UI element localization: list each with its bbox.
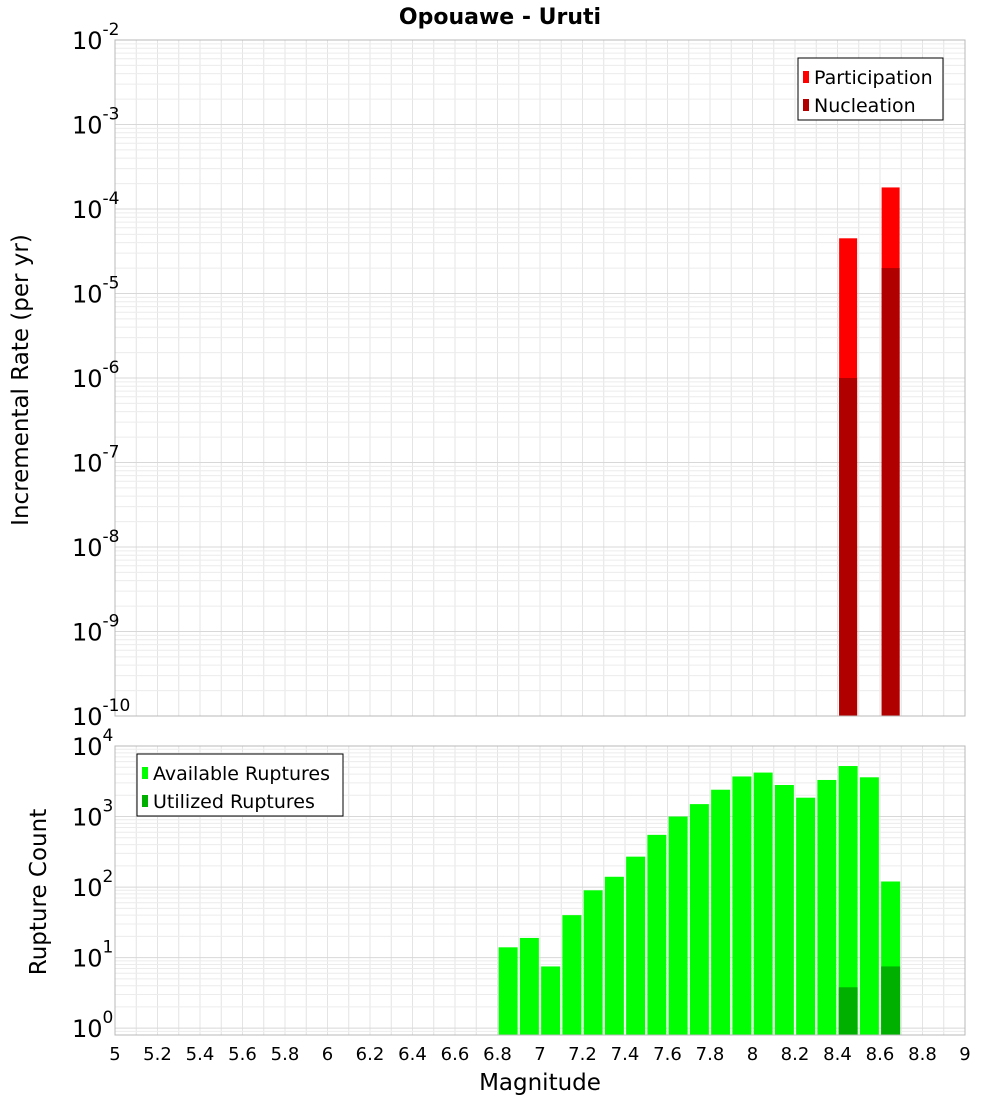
bar-nucleation [839,378,858,716]
y-tick-exponent: -8 [103,527,120,547]
y-tick-exponent: -9 [103,612,120,632]
bar-available-ruptures [626,856,646,1035]
legend-swatch [803,71,809,83]
y-tick-exponent: -5 [103,274,120,294]
plot-frame [114,39,966,717]
bar-available-ruptures [838,766,858,1035]
bar-available-ruptures [583,890,603,1035]
y-tick-exponent: -2 [103,20,120,40]
x-tick-label: 6.4 [398,1044,427,1065]
y-tick-label: 10-8 [72,527,120,562]
x-tick-label: 7.8 [696,1044,725,1065]
x-tick-label: 7.6 [653,1044,682,1065]
x-tick-label: 7 [534,1044,545,1065]
y-tick-label: 103 [72,797,113,832]
y-tick-label: 101 [72,938,113,973]
legend-label: Available Ruptures [153,763,330,785]
y-tick-label: 104 [72,726,113,761]
bar-available-ruptures [732,776,752,1035]
x-tick-label: 8.4 [823,1044,852,1065]
plot-frame [114,745,966,1036]
x-tick-labels: 5 5.2 5.4 5.6 5.8 6 6.2 6.4 6.6 6.8 7 7.2 7.4 7.6 7.8 8… [109,1044,970,1065]
y-tick-exponent: 3 [103,797,114,817]
x-tick-label: 6 [322,1044,333,1065]
bar-available-ruptures [668,816,688,1035]
y-tick-label: 10-4 [72,189,120,224]
x-tick-label: 5.6 [228,1044,257,1065]
legend-box [136,753,344,817]
bar-available-ruptures [498,947,518,1035]
y-tick-exponent: 2 [103,867,114,887]
y-tick-exponent: -3 [103,105,120,125]
x-tick-label: 5.2 [143,1044,172,1065]
y-tick-label: 10-10 [72,696,130,731]
y-tick-exponent: -6 [103,358,120,378]
bar-available-ruptures [562,915,582,1035]
y-tick-exponent: -10 [103,696,131,716]
chart-title: Opouawe - Uruti [399,5,601,30]
bar-utilized-ruptures [838,987,858,1035]
x-axis-label: Magnitude [479,1070,601,1096]
x-tick-label: 8.2 [781,1044,810,1065]
bar-utilized-ruptures [881,966,901,1035]
bar-available-ruptures [711,789,731,1035]
x-tick-label: 6.2 [356,1044,385,1065]
grid-top [114,39,966,717]
bars-group-1 [498,766,901,1035]
y-tick-label: 102 [72,867,113,902]
y-tick-label: 10-6 [72,358,120,393]
bar-available-ruptures [817,779,837,1035]
y-tick-label: 10-3 [72,105,120,140]
y-tick-exponent: -7 [103,443,120,463]
x-tick-label: 5.8 [271,1044,300,1065]
legend-label: Participation [814,67,933,89]
bar-available-ruptures [519,937,539,1035]
bar-nucleation [881,268,900,716]
y-tick-exponent: 1 [103,938,114,958]
x-tick-label: 6.6 [441,1044,470,1065]
y-tick-label: 10-9 [72,612,120,647]
legend-0: Participation Nucleation [797,57,944,121]
bar-available-ruptures [689,804,709,1035]
y-tick-exponent: -4 [103,189,120,209]
legend-box [797,57,944,121]
x-tick-label: 8 [747,1044,758,1065]
y-tick-label: 10-7 [72,443,120,478]
legend-1: Available Ruptures Utilized Ruptures [136,753,344,817]
bar-available-ruptures [774,784,794,1035]
bar-available-ruptures [647,834,667,1035]
bar-available-ruptures [753,772,773,1035]
y-tick-label: 10-2 [72,20,120,55]
y-tick-exponent: 4 [103,726,114,746]
x-tick-label: 5 [109,1044,120,1065]
x-tick-label: 7.2 [568,1044,597,1065]
x-tick-label: 7.4 [611,1044,640,1065]
bar-available-ruptures [604,876,624,1035]
bar-available-ruptures [541,966,561,1035]
x-tick-label: 5.4 [186,1044,215,1065]
bars-group-0 [839,187,900,717]
y-tick-labels-0: 10-2 10-3 10-4 10-5 10-6 10-7 10-8 10-9 10-10 [72,20,130,731]
legend-swatch [142,767,148,779]
bar-available-ruptures [796,797,816,1035]
legend-swatch [142,795,148,807]
x-tick-label: 8.8 [908,1044,937,1065]
legend-label: Nucleation [814,95,916,117]
y-tick-label: 10-5 [72,274,120,309]
x-tick-label: 8.6 [866,1044,895,1065]
x-tick-label: 9 [959,1044,970,1065]
legend-swatch [803,99,809,111]
x-tick-label: 6.8 [483,1044,512,1065]
y-axis-label-bottom: Rupture Count [26,809,52,975]
legend-label: Utilized Ruptures [153,791,315,813]
y-tick-exponent: 0 [103,1008,114,1028]
y-axis-label-top: Incremental Rate (per yr) [8,234,34,526]
y-tick-label: 100 [72,1008,113,1043]
bar-available-ruptures [859,777,879,1035]
